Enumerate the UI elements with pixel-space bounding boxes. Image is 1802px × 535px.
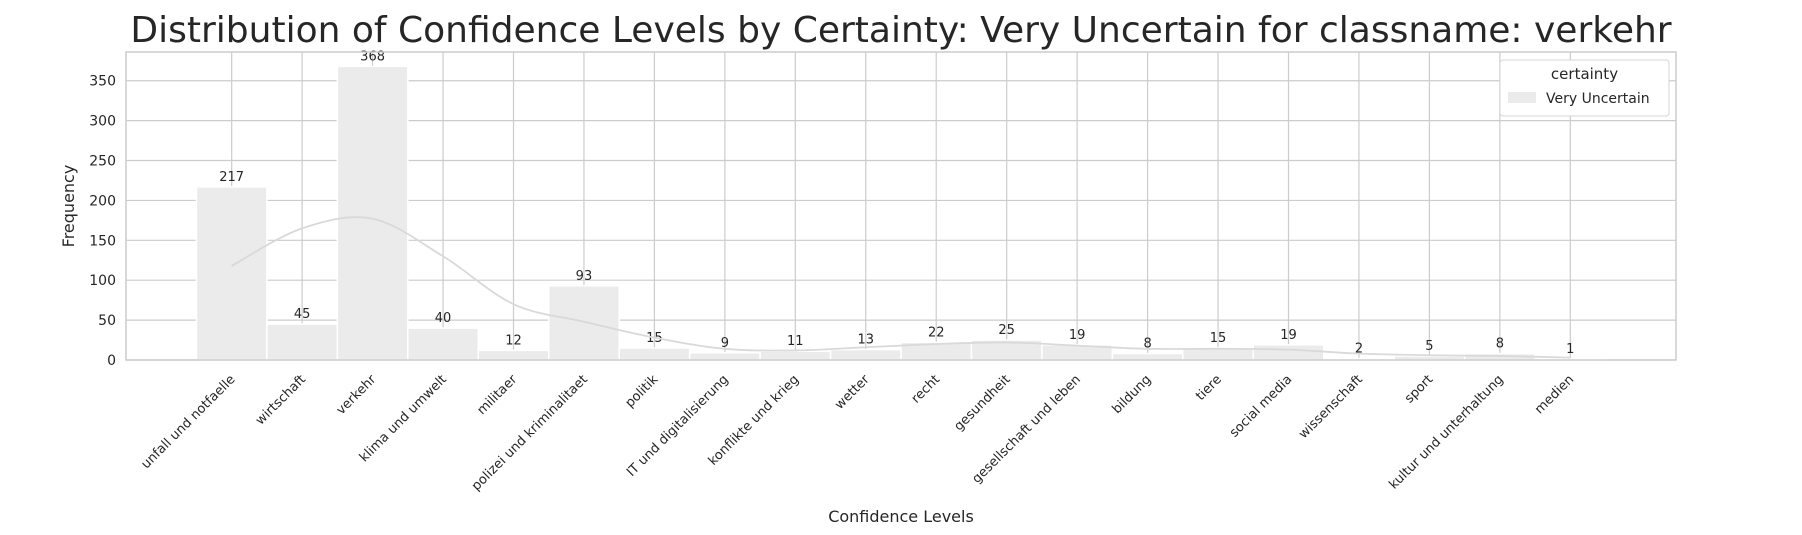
x-tick-label: gesundheit <box>951 372 1013 434</box>
bar <box>195 186 268 361</box>
chart-title: Distribution of Confidence Levels by Cer… <box>130 10 1671 51</box>
x-tick-label: wetter <box>832 372 873 413</box>
data-label: 217 <box>219 170 244 185</box>
data-label: 22 <box>928 325 945 340</box>
y-tick-label: 250 <box>89 154 116 170</box>
bar <box>547 285 620 361</box>
x-tick-label: verkehr <box>334 372 380 418</box>
y-tick-label: 100 <box>89 273 116 289</box>
data-label: 25 <box>998 323 1015 338</box>
bar <box>477 349 550 361</box>
data-label: 93 <box>576 269 593 284</box>
y-tick-label: 200 <box>89 193 116 209</box>
bar <box>829 348 902 361</box>
legend-title: certainty <box>1551 65 1618 83</box>
x-tick-label: politik <box>623 372 662 411</box>
x-tick-label: unfall und notfaelle <box>139 372 239 472</box>
x-tick-label: recht <box>909 372 943 406</box>
data-label: 19 <box>1280 328 1297 343</box>
x-tick-label: wirtschaft <box>253 372 309 428</box>
data-label: 19 <box>1069 328 1086 343</box>
bar <box>759 350 832 361</box>
y-axis-label: Frequency <box>59 165 78 248</box>
plot-frame <box>125 51 1677 361</box>
bar <box>1252 344 1325 361</box>
x-tick-label: kultur und unterhaltung <box>1386 372 1506 492</box>
data-label: 8 <box>1143 337 1151 352</box>
x-tick-label: sport <box>1402 372 1436 406</box>
y-tick-label: 0 <box>107 353 116 369</box>
y-tick-label: 150 <box>89 233 116 249</box>
data-label: 13 <box>857 333 874 348</box>
bar <box>618 347 691 361</box>
data-label: 1 <box>1566 342 1574 357</box>
data-label: 15 <box>1210 331 1227 346</box>
data-label: 9 <box>721 336 729 351</box>
legend-box <box>1499 59 1670 117</box>
x-tick-label: medien <box>1532 372 1577 417</box>
x-tick-label: polizei und kriminalitaet <box>469 372 591 494</box>
bar <box>1111 352 1184 361</box>
x-axis-label: Confidence Levels <box>828 507 974 526</box>
data-label: 45 <box>294 307 311 322</box>
y-tick-label: 350 <box>89 74 116 90</box>
data-label: 2 <box>1355 341 1363 356</box>
x-tick-label: bildung <box>1110 372 1155 417</box>
bar <box>266 323 339 361</box>
bar <box>407 327 480 361</box>
data-label: 40 <box>435 311 452 326</box>
x-tick-label: wissenschaft <box>1296 372 1366 442</box>
data-label: 368 <box>360 49 385 64</box>
x-tick-label: militaer <box>474 372 520 418</box>
bar <box>336 65 409 361</box>
x-tick-label: tiere <box>1193 372 1225 404</box>
data-label: 12 <box>505 333 522 348</box>
legend-label: Very Uncertain <box>1546 91 1650 107</box>
legend-swatch <box>1508 92 1536 103</box>
y-tick-label: 300 <box>89 114 116 130</box>
data-label: 5 <box>1425 339 1433 354</box>
data-label: 11 <box>787 334 804 349</box>
x-tick-label: social media <box>1227 372 1295 440</box>
bar <box>688 352 761 361</box>
y-tick-label: 50 <box>98 313 116 329</box>
data-label: 8 <box>1496 337 1504 352</box>
kde-line <box>231 216 1571 359</box>
